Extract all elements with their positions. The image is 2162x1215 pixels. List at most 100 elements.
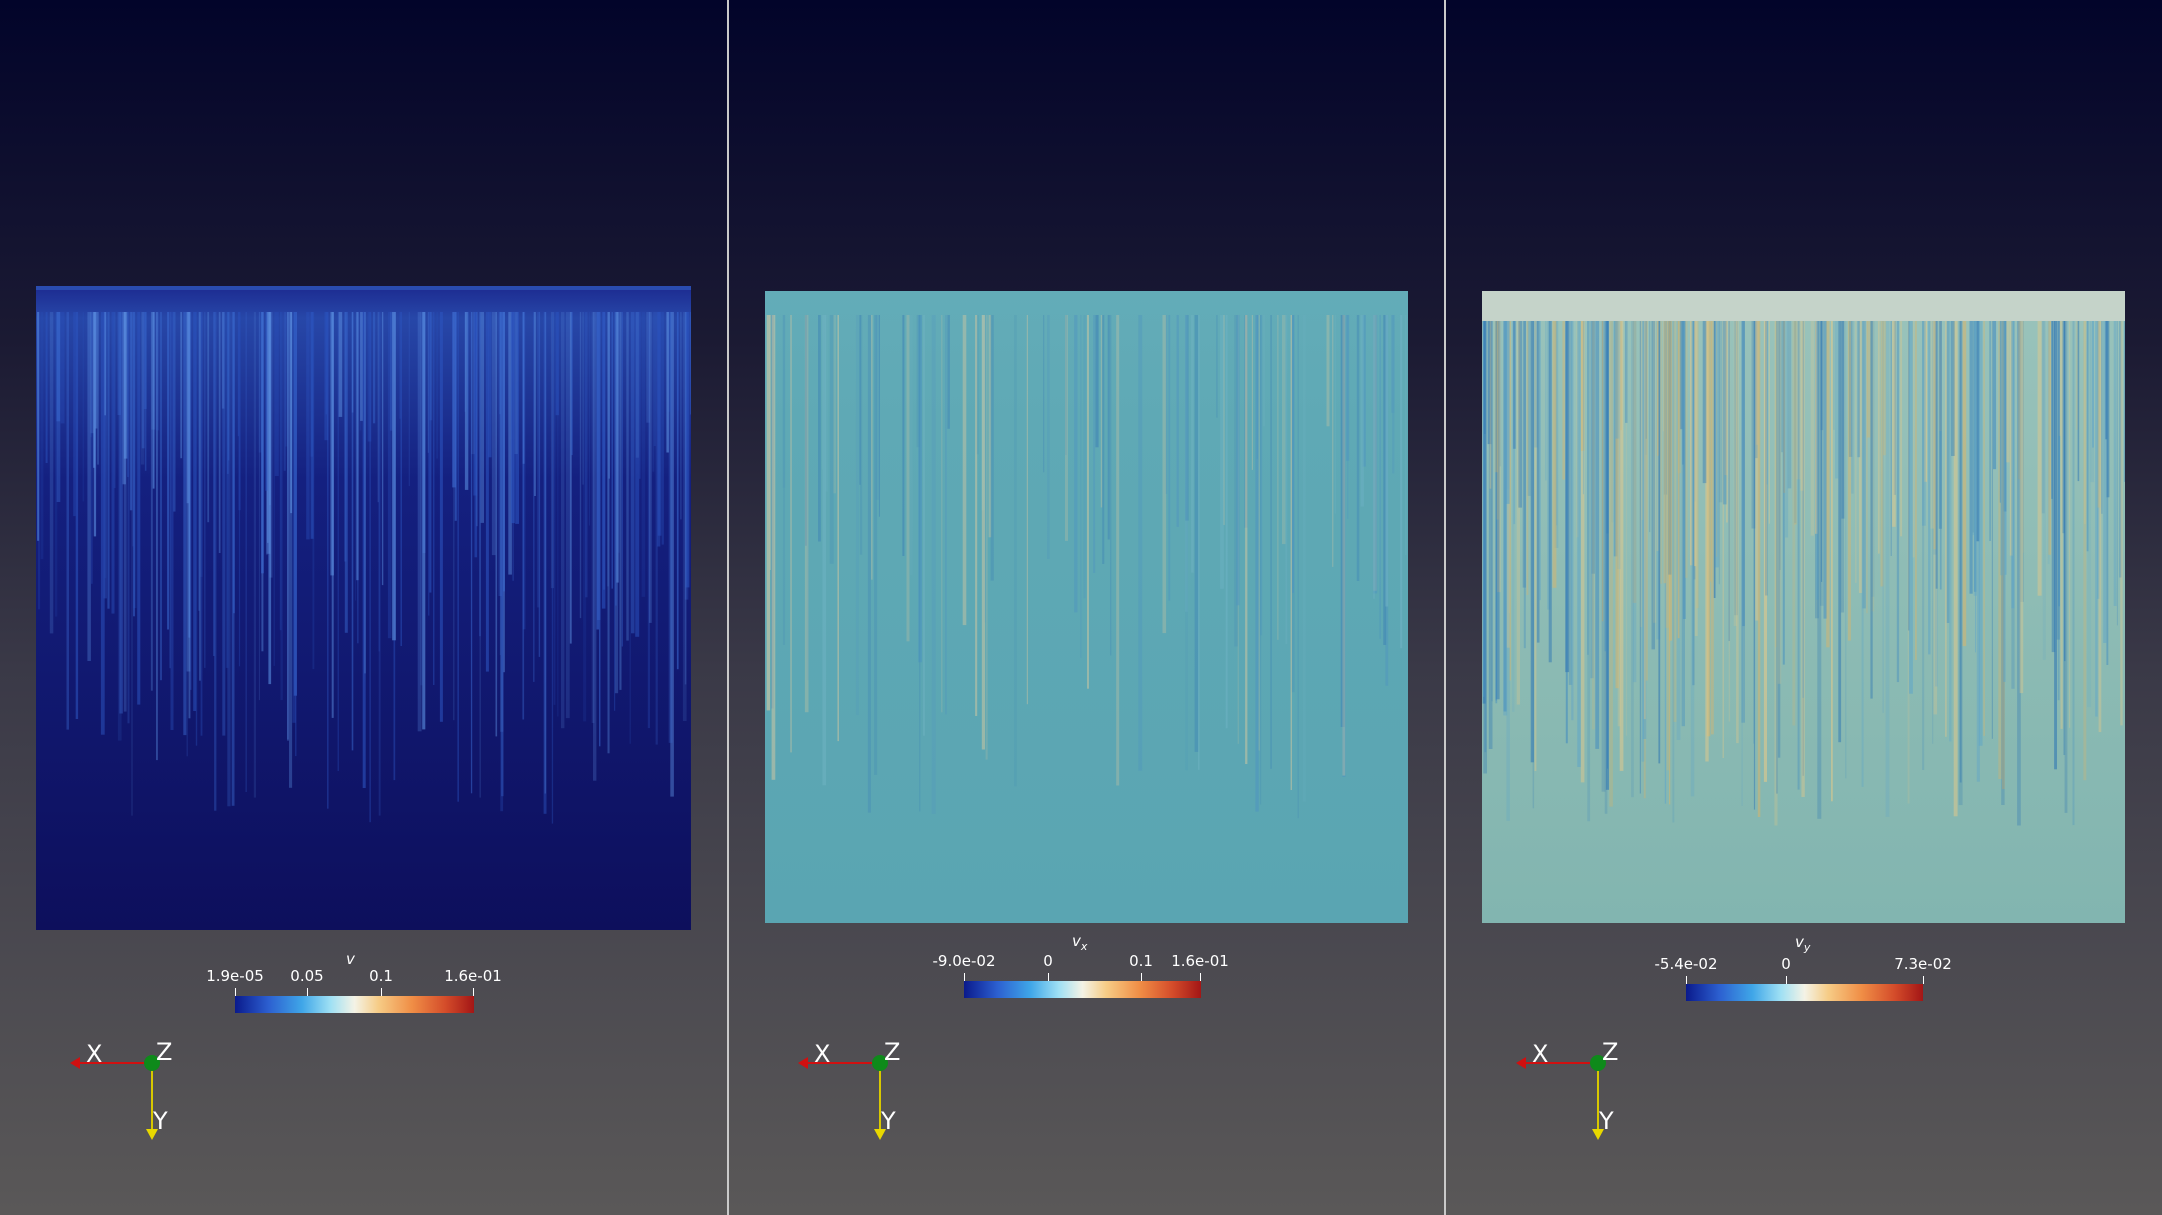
- field-streak: [635, 312, 640, 637]
- colorbar-tick: [1141, 973, 1142, 981]
- field-streak: [2041, 321, 2045, 514]
- field-streak: [261, 312, 264, 574]
- field-streak: [360, 312, 363, 421]
- field-streak: [1496, 321, 1501, 593]
- field-streak: [453, 312, 455, 721]
- field-streak: [1625, 321, 1628, 736]
- field-streak: [500, 312, 504, 812]
- field-streak: [188, 312, 191, 719]
- field-streak: [155, 312, 160, 431]
- field-streak: [1356, 315, 1360, 581]
- field-streak: [1342, 315, 1346, 776]
- field-streak: [119, 312, 123, 714]
- field-streak: [1658, 321, 1661, 764]
- colorbar-tick-label: 0.1: [1129, 952, 1153, 970]
- render-view-v[interactable]: v 1.9e-05 0.05 0.1 1.6e-01 X Z Y: [0, 0, 727, 1215]
- field-streak: [1785, 321, 1789, 538]
- field-streak: [1065, 315, 1068, 541]
- field-streak: [1775, 321, 1777, 648]
- field-streak: [150, 312, 153, 691]
- field-streak: [1962, 321, 1967, 647]
- field-streak: [1696, 321, 1699, 609]
- axis-label-z: Z: [156, 1038, 173, 1066]
- field-streak: [1911, 321, 1915, 558]
- field-streak: [657, 312, 662, 536]
- render-view-vx[interactable]: vx -9.0e-02 0 0.1 1.6e-01 X Z Y: [729, 0, 1444, 1215]
- field-streak: [273, 312, 275, 666]
- field-streak: [283, 312, 286, 471]
- field-streak: [1796, 321, 1801, 480]
- axis-label-x: X: [1532, 1040, 1549, 1068]
- field-streak: [306, 312, 310, 540]
- field-streak: [1666, 321, 1670, 771]
- field-streak: [186, 312, 189, 504]
- field-streak: [227, 312, 230, 461]
- field-streak: [186, 312, 191, 672]
- field-streak: [790, 315, 792, 753]
- field-streak: [1831, 321, 1833, 802]
- field-streak: [2106, 321, 2110, 498]
- field-streak: [1505, 321, 1510, 504]
- field-streak: [874, 315, 878, 775]
- field-streak: [355, 312, 357, 601]
- field-streak: [1792, 321, 1796, 726]
- colorbar-tick-label: 1.6e-01: [444, 967, 502, 985]
- field-streak: [670, 312, 674, 797]
- field-streak: [1681, 321, 1685, 727]
- field-streak: [221, 312, 225, 409]
- field-streak: [500, 312, 504, 732]
- field-streak: [1657, 321, 1659, 456]
- field-streak: [1821, 321, 1823, 582]
- field-streak: [280, 312, 283, 701]
- field-streak: [152, 312, 155, 489]
- field-streak: [1225, 315, 1228, 729]
- view-separator[interactable]: [727, 0, 729, 1215]
- view-separator[interactable]: [1444, 0, 1446, 1215]
- field-streak: [931, 315, 936, 814]
- field-streak: [104, 312, 107, 579]
- field-streak: [682, 312, 687, 721]
- field-streak: [871, 315, 873, 580]
- field-streak: [452, 312, 456, 488]
- field-plot-vy[interactable]: [1482, 291, 2125, 923]
- field-streak: [1526, 321, 1529, 595]
- field-streak: [615, 312, 617, 606]
- field-streak: [2106, 321, 2109, 665]
- field-streak: [1935, 321, 1938, 589]
- field-streak: [878, 315, 880, 517]
- field-streak: [916, 315, 920, 448]
- field-streak: [607, 312, 610, 754]
- colorbar-vy: vy -5.4e-02 0 7.3e-02: [1655, 933, 1952, 1003]
- field-streak: [1487, 321, 1492, 445]
- field-streak: [1100, 315, 1103, 508]
- field-streak: [859, 315, 861, 485]
- field-streak: [1260, 315, 1262, 805]
- axis-label-y: Y: [1599, 1107, 1614, 1135]
- field-streak: [429, 312, 433, 421]
- orientation-axes: X Z Y: [60, 1030, 200, 1150]
- colorbar-tick-label: -9.0e-02: [932, 952, 996, 970]
- field-streak: [2103, 321, 2107, 643]
- field-streak: [113, 312, 116, 489]
- field-streak: [1685, 321, 1688, 578]
- field-streak: [599, 312, 601, 747]
- field-streak: [619, 312, 622, 690]
- field-streak: [2069, 321, 2071, 728]
- field-streak: [1741, 321, 1743, 806]
- orientation-axes: X Z Y: [788, 1030, 928, 1150]
- field-streak: [100, 312, 105, 735]
- field-streak: [985, 315, 988, 760]
- field-streak: [565, 312, 570, 719]
- field-streak: [464, 312, 469, 490]
- field-plot-v[interactable]: [36, 286, 691, 930]
- render-view-vy[interactable]: vy -5.4e-02 0 7.3e-02 X Z Y: [1446, 0, 2162, 1215]
- field-streak: [1659, 321, 1663, 584]
- field-plot-vx[interactable]: [765, 291, 1408, 923]
- field-streak: [680, 312, 682, 520]
- field-streak: [378, 312, 381, 816]
- field-streak: [652, 312, 655, 472]
- field-streak: [1165, 315, 1168, 494]
- field-streak: [1922, 321, 1925, 770]
- field-streak: [289, 312, 293, 788]
- field-streak: [1014, 315, 1017, 787]
